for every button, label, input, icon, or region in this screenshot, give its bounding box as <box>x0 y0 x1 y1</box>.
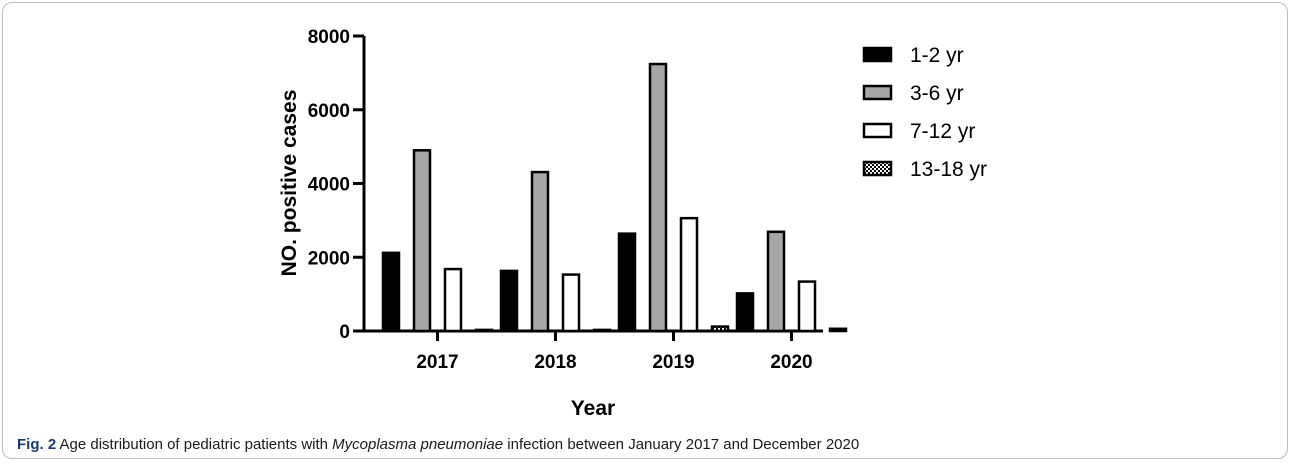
bar-2017-3-6yr <box>412 149 432 333</box>
x-tick-label: 2020 <box>770 352 812 373</box>
y-tick-label: 8000 <box>308 27 350 48</box>
bar-2020-1-2yr <box>735 292 755 333</box>
y-tick-label: 4000 <box>308 175 350 196</box>
legend-label: 1-2 yr <box>910 44 964 67</box>
legend-label: 7-12 yr <box>910 120 975 143</box>
legend-swatch-1-2yr <box>862 46 893 63</box>
y-tick-label: 2000 <box>308 248 350 269</box>
bar-2018-7-12yr <box>561 273 581 333</box>
y-tick-label: 0 <box>339 322 350 343</box>
bar-2020-3-6yr <box>766 230 786 333</box>
bars <box>381 62 848 333</box>
bar-2019-1-2yr <box>617 232 637 333</box>
x-tick-label: 2017 <box>416 352 458 373</box>
bar-2017-13-18yr <box>474 328 494 333</box>
bar-2019-7-12yr <box>679 216 699 333</box>
x-axis-label: Year <box>571 397 615 420</box>
bar-2018-3-6yr <box>530 170 550 333</box>
caption-label: Fig. 2 <box>17 436 57 453</box>
y-axis-label: NO. positive cases <box>278 90 301 277</box>
caption-text-after: infection between January 2017 and Decem… <box>503 436 860 453</box>
figure-caption: Fig. 2 Age distribution of pediatric pat… <box>17 436 859 453</box>
bar-2018-13-18yr <box>592 328 612 333</box>
y-tick-label: 6000 <box>308 101 350 122</box>
legend-label: 3-6 yr <box>910 82 964 105</box>
legend-label: 13-18 yr <box>910 158 987 181</box>
x-tick-label: 2019 <box>652 352 694 373</box>
axes: 0 2000 4000 6000 8000 2017 2018 2019 2020 <box>308 27 823 373</box>
legend-swatch-7-12yr <box>862 122 893 139</box>
bar-2019-3-6yr <box>648 62 668 333</box>
caption-text-before: Age distribution of pediatric patients w… <box>56 436 333 453</box>
legend-swatch-13-18yr <box>862 160 893 177</box>
bar-2017-1-2yr <box>381 251 401 333</box>
bar-2019-13-18yr <box>710 325 730 333</box>
caption-italic: Mycoplasma pneumoniae <box>332 436 504 453</box>
legend: 1-2 yr 3-6 yr 7-12 yr 13-18 yr <box>862 44 987 181</box>
bar-2018-1-2yr <box>499 269 519 333</box>
bar-2020-7-12yr <box>797 280 817 333</box>
bar-2017-7-12yr <box>443 267 463 333</box>
bar-2020-13-18yr <box>828 327 848 333</box>
x-tick-label: 2018 <box>534 352 576 373</box>
legend-swatch-3-6yr <box>862 84 893 101</box>
